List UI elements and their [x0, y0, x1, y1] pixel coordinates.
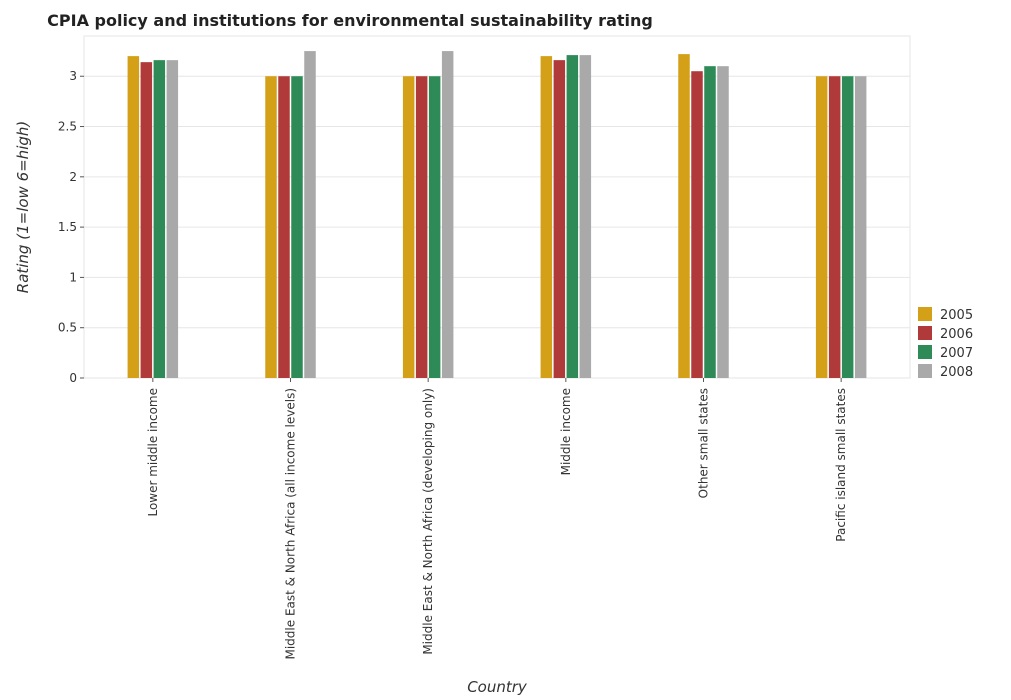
bar-2005: [540, 56, 553, 378]
legend-label-2007: 2007: [940, 346, 973, 361]
legend-label-2006: 2006: [940, 327, 973, 342]
x-axis-ticks: Lower middle income Middle East & North A…: [146, 378, 848, 660]
plot-area: [83, 35, 911, 379]
bar-2006: [278, 76, 290, 378]
bar-2005: [678, 54, 690, 378]
legend-label-2008: 2008: [940, 365, 973, 380]
bar-2006: [415, 76, 428, 378]
x-tick-label: Middle income: [559, 388, 573, 475]
bars: [127, 51, 867, 379]
legend-swatch-2008: [918, 364, 932, 378]
y-tick-label: 0.5: [58, 321, 77, 335]
chart-title: CPIA policy and institutions for environ…: [47, 11, 653, 30]
x-tick-label: Other small states: [697, 388, 711, 498]
y-tick-label: 2.5: [58, 120, 77, 134]
bar-2008: [441, 51, 454, 379]
bar-2007: [428, 76, 441, 378]
bar-2008: [166, 60, 179, 379]
x-tick-label: Lower middle income: [146, 388, 160, 517]
bar-2008: [304, 51, 316, 379]
bar-2007: [704, 66, 716, 379]
y-axis-ticks: 0 0.5 1 1.5 2 2.5 3: [58, 69, 84, 385]
bar-2005: [815, 76, 828, 378]
bar-2005: [127, 56, 140, 378]
bar-2007: [291, 76, 303, 378]
bar-2007: [566, 55, 579, 379]
bar-2006: [828, 76, 841, 378]
bar-2007: [841, 76, 854, 378]
bar-2008: [854, 76, 867, 378]
legend-swatch-2007: [918, 345, 932, 359]
bar-2006: [553, 60, 566, 379]
y-tick-label: 1.5: [58, 220, 77, 234]
bar-2008: [717, 66, 729, 379]
y-tick-label: 3: [69, 69, 77, 83]
bar-2008: [579, 55, 592, 379]
x-tick-label: Middle East & North Africa (developing o…: [421, 388, 435, 655]
y-tick-label: 2: [69, 170, 77, 184]
legend-swatch-2005: [918, 307, 932, 321]
x-tick-label: Pacific island small states: [834, 388, 848, 542]
y-axis-label: Rating (1=low 6=high): [14, 121, 32, 293]
x-tick-label: Middle East & North Africa (all income l…: [284, 388, 298, 660]
bar-2006: [691, 71, 703, 379]
bar-2006: [140, 62, 153, 378]
y-tick-label: 0: [69, 371, 77, 385]
bar-2005: [402, 76, 415, 378]
legend: 2005 2006 2007 2008: [918, 307, 973, 380]
legend-swatch-2006: [918, 326, 932, 340]
y-tick-label: 1: [69, 270, 77, 284]
grid-lines: [84, 75, 910, 379]
bar-2007: [153, 60, 166, 379]
x-axis-label: Country: [467, 678, 528, 696]
bar-2005: [265, 76, 277, 378]
legend-label-2005: 2005: [940, 308, 973, 323]
